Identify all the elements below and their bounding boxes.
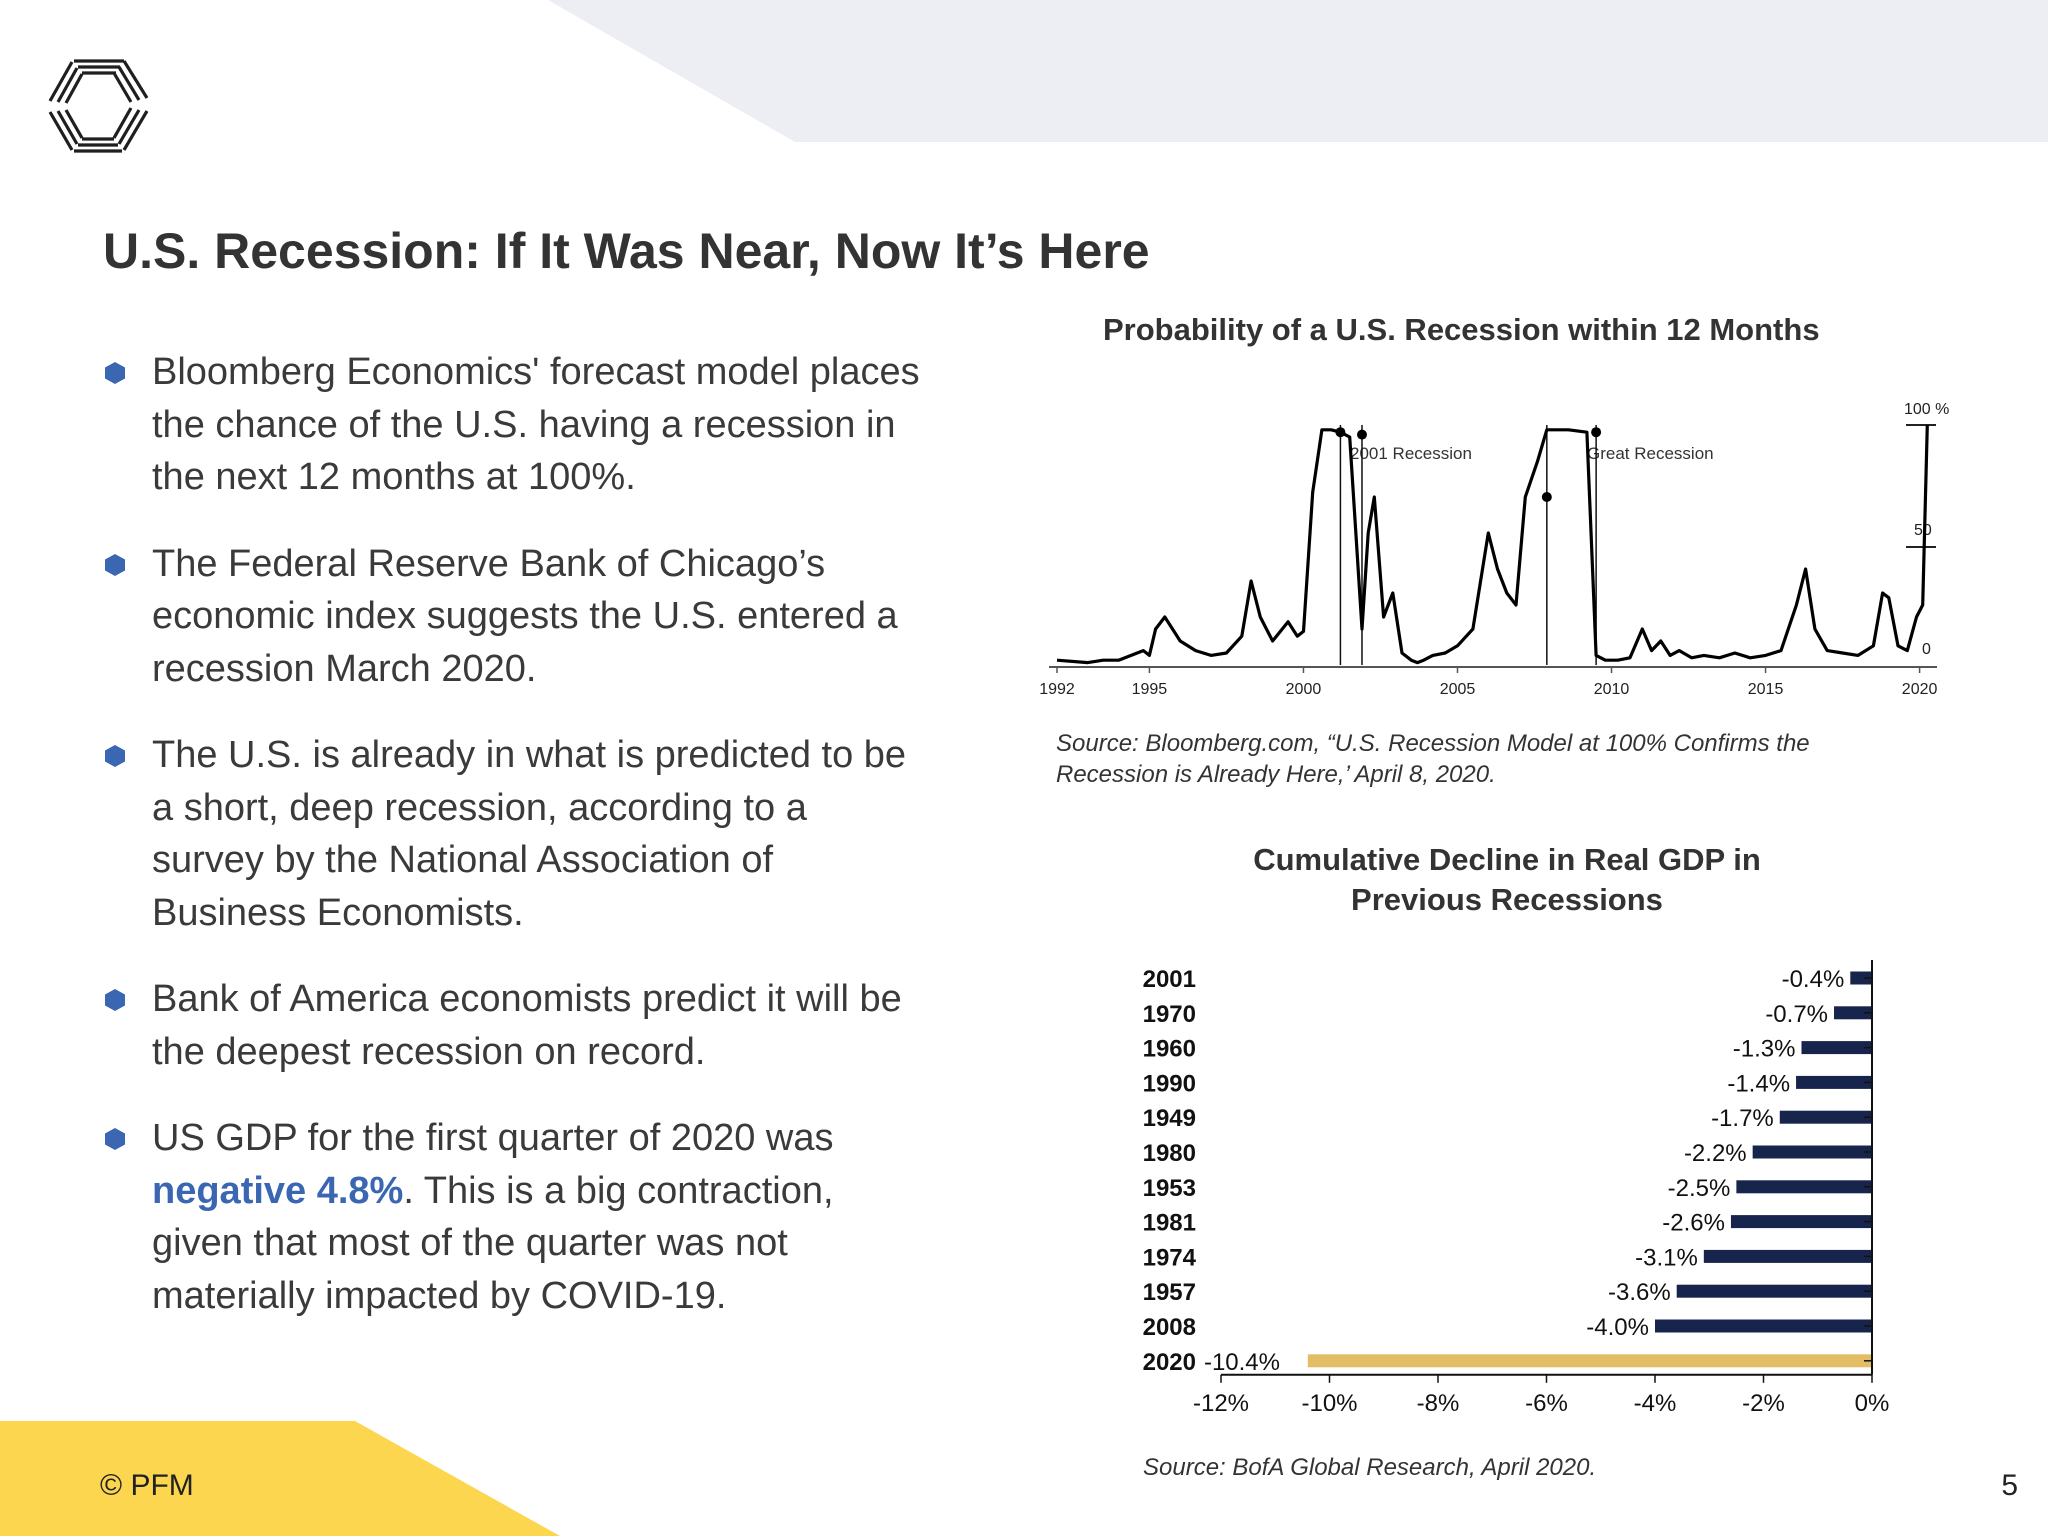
hexagon-bullet-icon	[105, 745, 125, 767]
x-tick-label: -10%	[1301, 1390, 1357, 1417]
x-tick-label: -2%	[1742, 1390, 1785, 1417]
value-label: -1.7%	[1711, 1105, 1774, 1132]
x-tick-label: 2020	[1902, 681, 1938, 698]
category-label: 2020	[1143, 1349, 1196, 1376]
recession-dot	[1591, 427, 1602, 438]
category-label: 1970	[1143, 1001, 1196, 1028]
bullet-text-end: . This is a big contraction, given that …	[152, 1169, 834, 1317]
gdp-highlight: negative 4.8%	[152, 1169, 404, 1212]
bullet-item: The U.S. is already in what is predicted…	[103, 729, 923, 939]
annotation-great-recession: Great Recession	[1587, 444, 1714, 463]
category-label: 1960	[1143, 1036, 1196, 1063]
value-label: -2.6%	[1662, 1210, 1725, 1237]
category-label: 1953	[1143, 1175, 1196, 1202]
recession-dot	[1541, 492, 1552, 502]
x-tick-label: 0%	[1855, 1390, 1890, 1417]
gdp-bar	[1307, 1354, 1872, 1368]
x-tick-label: 2000	[1286, 681, 1322, 698]
recession-probability-chart: 100 % 50 0 2001 Recession Great Recessio…	[1040, 401, 1949, 698]
gdp-bar	[1703, 1249, 1872, 1263]
bullet-text-start: US GDP for the first quarter of 2020 was	[152, 1117, 834, 1159]
category-label: 1981	[1143, 1210, 1196, 1237]
category-label: 1949	[1143, 1105, 1196, 1132]
value-label: -4.0%	[1586, 1314, 1649, 1341]
gdp-bar	[1834, 1006, 1872, 1020]
gdp-bar	[1676, 1284, 1872, 1298]
y-label-50: 50	[1914, 522, 1932, 539]
x-tick-label: -6%	[1525, 1390, 1568, 1417]
gdp-bar	[1730, 1215, 1872, 1229]
x-tick-label: 1992	[1040, 681, 1075, 698]
x-tick-label: 2005	[1440, 681, 1476, 698]
x-tick-label: -8%	[1417, 1390, 1460, 1417]
value-label: -0.7%	[1765, 1001, 1828, 1028]
chart1-title: Probability of a U.S. Recession within 1…	[1103, 312, 1820, 347]
y-label-0: 0	[1922, 641, 1931, 658]
bullet-item: The Federal Reserve Bank of Chicago’s ec…	[103, 538, 923, 696]
header-band	[548, 0, 2048, 142]
slide-title: U.S. Recession: If It Was Near, Now It’s…	[103, 223, 1150, 279]
bullet-list: Bloomberg Economics' forecast model plac…	[103, 346, 923, 1356]
gdp-bar	[1655, 1319, 1872, 1333]
chart1-source: Source: Bloomberg.com, “U.S. Recession M…	[1056, 730, 1810, 788]
category-label: 1990	[1143, 1070, 1196, 1097]
gdp-bar	[1752, 1145, 1872, 1159]
chart2-source: Source: BofA Global Research, April 2020…	[1143, 1454, 1597, 1481]
value-label: -3.1%	[1635, 1244, 1698, 1271]
bullet-text: The Federal Reserve Bank of Chicago’s ec…	[152, 542, 898, 690]
gdp-bar	[1850, 971, 1872, 985]
chart2-title: Cumulative Decline in Real GDP in Previo…	[1107, 842, 1907, 918]
x-tick-label: 2010	[1594, 681, 1630, 698]
pfm-logo-icon	[48, 59, 149, 153]
value-label: -1.3%	[1733, 1036, 1796, 1063]
bullet-text: The U.S. is already in what is predicted…	[152, 734, 907, 934]
bullet-item: US GDP for the first quarter of 2020 was…	[103, 1112, 923, 1322]
category-label: 2008	[1143, 1314, 1196, 1341]
probability-series-line	[1056, 424, 1929, 665]
y-label-100: 100 %	[1904, 401, 1949, 418]
bullet-text: Bank of America economists predict it wi…	[152, 978, 902, 1073]
value-label: -2.5%	[1668, 1175, 1731, 1202]
hexagon-bullet-icon	[105, 362, 125, 384]
value-label: -3.6%	[1608, 1279, 1671, 1306]
hexagon-bullet-icon	[105, 1128, 125, 1150]
gdp-bar	[1796, 1075, 1872, 1089]
footer-copyright: © PFM	[100, 1469, 194, 1502]
annotation-2001-recession: 2001 Recession	[1350, 444, 1472, 463]
recession-dot	[1356, 429, 1367, 440]
gdp-bar	[1801, 1041, 1872, 1055]
category-label: 1980	[1143, 1140, 1196, 1167]
x-tick-label: 2015	[1748, 681, 1784, 698]
hexagon-bullet-icon	[105, 553, 125, 576]
x-tick-label: -12%	[1193, 1390, 1249, 1417]
value-label: -0.4%	[1782, 966, 1845, 993]
x-tick-label: 1995	[1132, 681, 1168, 698]
value-label: -10.4%	[1204, 1349, 1280, 1376]
gdp-bar	[1779, 1110, 1872, 1124]
value-label: -2.2%	[1684, 1140, 1747, 1167]
bullet-item: Bloomberg Economics' forecast model plac…	[103, 346, 923, 504]
category-label: 2001	[1143, 966, 1196, 993]
value-label: -1.4%	[1727, 1070, 1790, 1097]
footer-band	[0, 1421, 560, 1536]
hexagon-bullet-icon	[105, 989, 125, 1011]
x-tick-label: -4%	[1634, 1390, 1677, 1417]
recession-dot	[1335, 427, 1346, 438]
bullet-text: Bloomberg Economics' forecast model plac…	[152, 351, 920, 498]
category-label: 1957	[1143, 1279, 1196, 1306]
gdp-bar	[1736, 1180, 1872, 1194]
gdp-decline-chart: 2001 -0.4% 1970 -0.7% 1960 -1.3% 1990 -1.4% 1949…	[1143, 960, 1890, 1417]
chart2-title-line1: Cumulative Decline in Real GDP in	[1253, 842, 1761, 877]
bullet-item: Bank of America economists predict it wi…	[103, 973, 923, 1078]
page-number: 5	[2001, 1469, 2018, 1502]
chart2-title-line2: Previous Recessions	[1351, 882, 1663, 917]
category-label: 1974	[1143, 1244, 1197, 1271]
